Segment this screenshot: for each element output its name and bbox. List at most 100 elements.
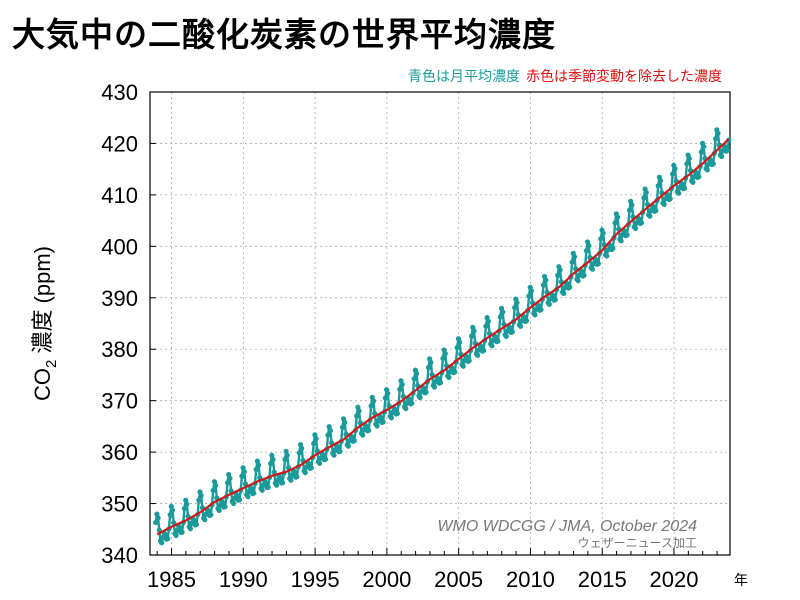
monthly-point [495,338,501,344]
monthly-point [306,461,312,467]
monthly-point [299,445,305,451]
legend-monthly-label: 青色は月平均濃度 [408,69,520,85]
monthly-point [452,369,458,375]
monthly-point [425,364,432,371]
y-axis-label-subscript: 2 [43,360,60,368]
monthly-point [658,178,664,184]
monthly-point [715,130,721,136]
monthly-point [205,508,211,514]
monthly-point [388,415,394,421]
monthly-point [162,531,168,538]
monthly-point [460,363,466,369]
monthly-point [532,312,538,318]
monthly-point [165,536,171,542]
monthly-point [179,529,185,535]
page-title: 大気中の二酸化炭素の世界平均濃度 [12,15,556,54]
monthly-point [270,456,276,463]
monthly-point [440,355,446,362]
monthly-point [561,290,567,296]
monthly-point [397,386,403,392]
monthly-point [710,161,716,167]
monthly-point [308,465,314,471]
monthly-point [589,266,596,272]
monthly-point [475,352,481,358]
monthly-point [431,384,438,390]
monthly-point [153,519,159,526]
monthly-point [288,477,294,483]
monthly-point [696,174,702,180]
monthly-point [497,314,503,320]
monthly-point [536,303,542,309]
monthly-point [366,427,372,433]
monthly-point [626,207,633,213]
legend: 青色は月平均濃度 赤色は季節変動を除去した濃度 [408,66,722,86]
monthly-point [509,329,515,335]
monthly-point [169,507,176,513]
x-tick-label: 1995 [291,567,340,592]
monthly-point [230,500,237,506]
monthly-point [643,189,649,196]
monthly-point [466,358,472,364]
monthly-point [193,521,199,528]
monthly-point [457,339,463,345]
monthly-point [543,277,549,283]
monthly-point [259,487,265,493]
monthly-point [600,230,606,236]
monthly-point [518,323,524,329]
monthly-point [480,347,487,354]
grid-lines [150,92,730,555]
monthly-point [411,376,417,382]
credit-processed: ウェザーニュース加工 [578,536,697,550]
monthly-point [342,419,348,426]
monthly-point [575,278,581,284]
monthly-point [503,333,509,339]
monthly-point [454,344,460,350]
y-tick-label: 420 [101,131,138,156]
monthly-point [428,359,434,366]
monthly-point [618,238,624,244]
monthly-point [282,456,288,462]
x-axis-ticks: 1985 1990 1995 2000 2005 2010 2015 2020 [147,548,718,592]
monthly-point [222,504,228,510]
monthly-point [335,444,341,450]
monthly-point [167,512,173,518]
monthly-point [661,201,667,207]
monthly-point [647,213,653,219]
monthly-point [583,248,590,254]
monthly-point [421,385,427,391]
monthly-point [187,526,193,532]
monthly-point [325,432,331,438]
monthly-point [256,462,262,468]
y-axis-ticks: 340 350 360 370 380 390 400 410 420 430 [101,80,156,568]
monthly-point [296,450,302,456]
monthly-series-line [154,129,730,546]
monthly-point [327,427,333,434]
monthly-point [380,419,386,425]
monthly-point [213,482,219,489]
monthly-point [719,153,725,160]
monthly-point [268,461,274,467]
monthly-point [641,195,647,201]
monthly-point [177,525,183,531]
monthly-point [514,300,520,306]
legend-trend-label: 赤色は季節変動を除去した濃度 [526,69,722,85]
monthly-point [240,465,246,471]
monthly-point [403,405,409,412]
y-tick-label: 400 [101,234,138,259]
monthly-point [690,179,696,185]
monthly-point [210,487,216,493]
monthly-point [181,505,188,512]
monthly-point [274,482,280,488]
monthly-point [363,423,369,429]
monthly-point [698,149,704,155]
monthly-point [507,325,513,331]
monthly-point [557,267,563,273]
monthly-point [345,443,351,449]
monthly-point [406,396,412,403]
monthly-point [442,351,448,357]
y-tick-label: 380 [101,337,138,362]
x-axis-unit: 年 [734,573,748,589]
monthly-point [196,497,202,503]
monthly-point [248,486,255,492]
monthly-point [679,181,685,187]
